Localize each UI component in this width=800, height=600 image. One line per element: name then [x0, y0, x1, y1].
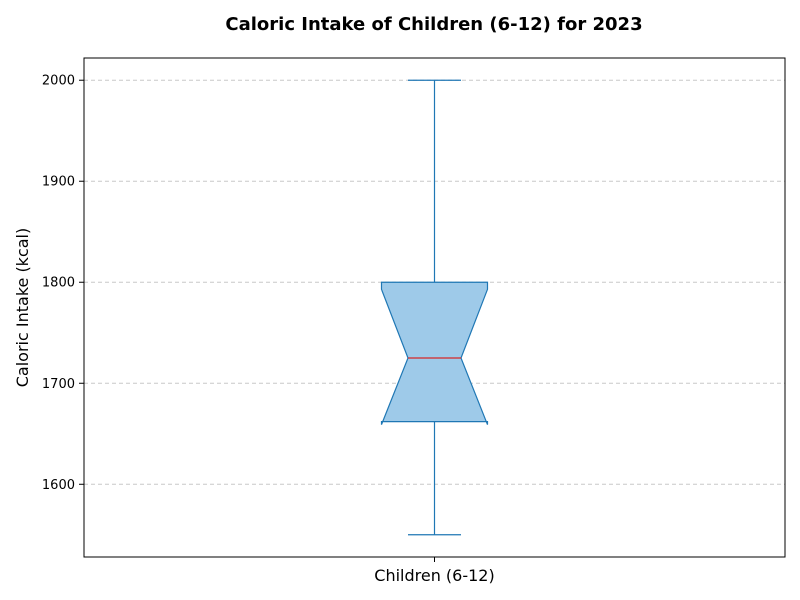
boxes — [380, 79, 489, 536]
x-category-label: Children (6-12) — [374, 566, 494, 585]
y-tick-label: 1800 — [42, 276, 75, 291]
y-axis-label: Caloric Intake (kcal) — [13, 228, 32, 387]
plot-frame — [83, 57, 786, 558]
x-axis-categories: Children (6-12) — [374, 557, 495, 585]
y-tick-label: 1700 — [42, 377, 75, 392]
y-tick-label: 1600 — [42, 478, 75, 493]
notched-box — [380, 281, 489, 425]
y-tick-label: 2000 — [42, 74, 75, 89]
y-axis-ticks: 1600 1700 1800 1900 2000 — [42, 74, 84, 493]
box-1 — [380, 79, 489, 536]
chart-title: Caloric Intake of Children (6-12) for 20… — [225, 14, 642, 35]
y-tick-label: 1900 — [42, 175, 75, 190]
